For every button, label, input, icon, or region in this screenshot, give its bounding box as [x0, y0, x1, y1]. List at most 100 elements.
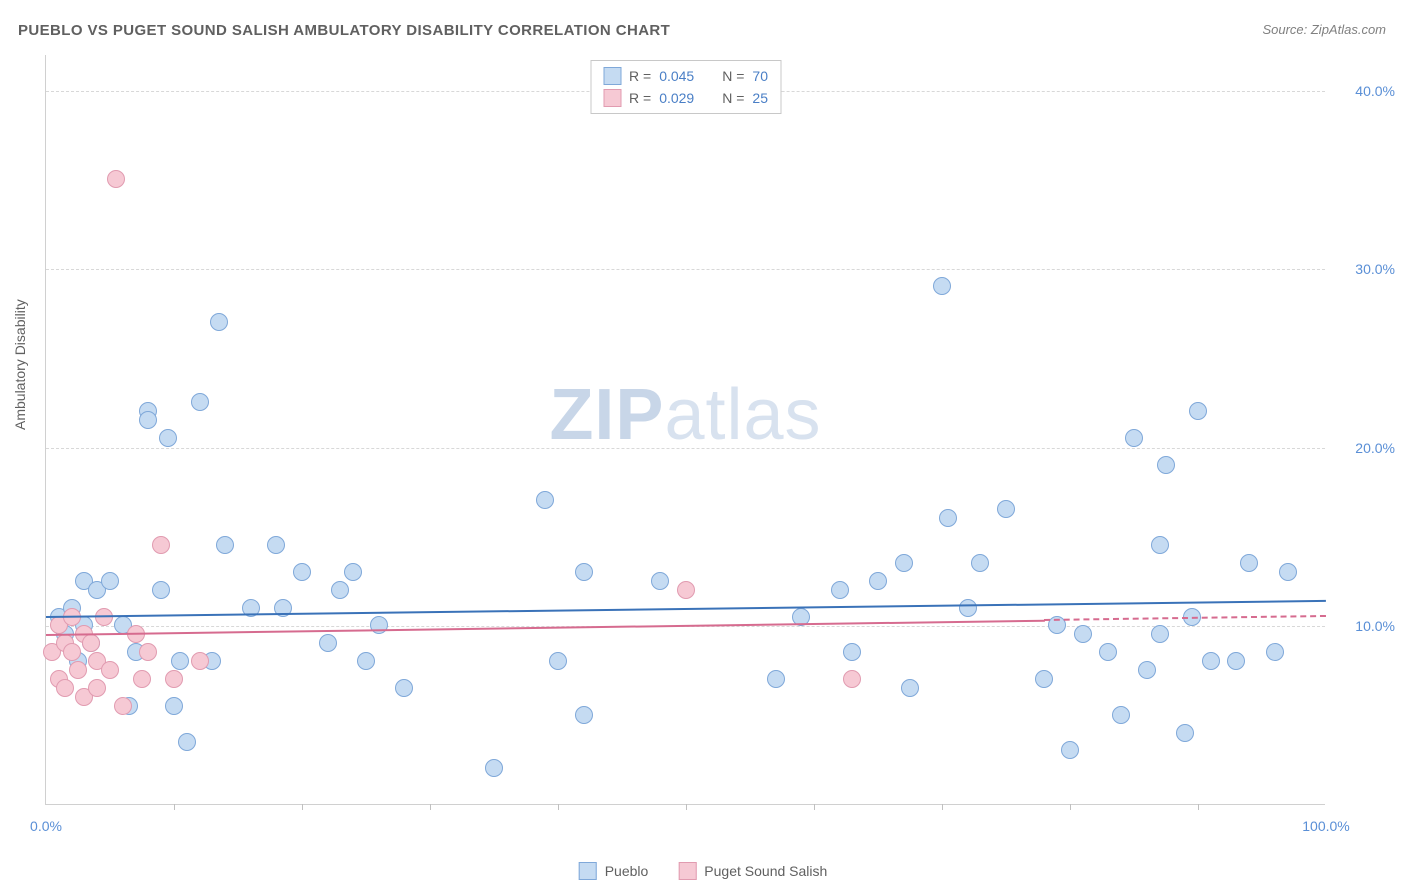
data-point	[549, 652, 567, 670]
data-point	[82, 634, 100, 652]
data-point	[939, 509, 957, 527]
source-attribution: Source: ZipAtlas.com	[1262, 22, 1386, 37]
n-value: 25	[752, 90, 768, 106]
data-point	[191, 652, 209, 670]
data-point	[869, 572, 887, 590]
data-point	[1189, 402, 1207, 420]
data-point	[1035, 670, 1053, 688]
data-point	[895, 554, 913, 572]
legend-swatch	[603, 67, 621, 85]
data-point	[370, 616, 388, 634]
data-point	[395, 679, 413, 697]
n-value: 70	[752, 68, 768, 84]
data-point	[63, 643, 81, 661]
data-point	[1157, 456, 1175, 474]
data-point	[267, 536, 285, 554]
data-point	[171, 652, 189, 670]
legend-label: Pueblo	[605, 863, 649, 879]
data-point	[152, 581, 170, 599]
data-point	[107, 170, 125, 188]
data-point	[293, 563, 311, 581]
data-point	[69, 661, 87, 679]
data-point	[210, 313, 228, 331]
data-point	[165, 670, 183, 688]
data-point	[133, 670, 151, 688]
y-axis-label: Ambulatory Disability	[12, 299, 28, 430]
data-point	[1074, 625, 1092, 643]
gridline	[46, 448, 1325, 449]
data-point	[101, 572, 119, 590]
legend-swatch	[603, 89, 621, 107]
data-point	[843, 670, 861, 688]
data-point	[114, 697, 132, 715]
data-point	[1151, 536, 1169, 554]
data-point	[1279, 563, 1297, 581]
stats-legend: R = 0.045 N = 70 R = 0.029 N = 25	[590, 60, 781, 114]
x-minor-tick	[174, 804, 175, 810]
bottom-legend: Pueblo Puget Sound Salish	[579, 862, 828, 880]
r-label: R =	[629, 68, 651, 84]
data-point	[485, 759, 503, 777]
x-minor-tick	[558, 804, 559, 810]
data-point	[1240, 554, 1258, 572]
data-point	[1266, 643, 1284, 661]
data-point	[1112, 706, 1130, 724]
puget-swatch	[678, 862, 696, 880]
x-minor-tick	[942, 804, 943, 810]
x-minor-tick	[1070, 804, 1071, 810]
x-tick-label: 100.0%	[1302, 818, 1349, 834]
data-point	[933, 277, 951, 295]
data-point	[1099, 643, 1117, 661]
trend-line	[46, 600, 1326, 618]
data-point	[159, 429, 177, 447]
scatter-chart: ZIPatlas 10.0%20.0%30.0%40.0%0.0%100.0%R…	[45, 55, 1325, 805]
data-point	[971, 554, 989, 572]
data-point	[101, 661, 119, 679]
r-label: R =	[629, 90, 651, 106]
pueblo-swatch	[579, 862, 597, 880]
data-point	[536, 491, 554, 509]
data-point	[165, 697, 183, 715]
stats-row: R = 0.029 N = 25	[599, 87, 772, 109]
watermark: ZIPatlas	[549, 374, 821, 456]
data-point	[1151, 625, 1169, 643]
data-point	[575, 563, 593, 581]
x-minor-tick	[302, 804, 303, 810]
data-point	[1138, 661, 1156, 679]
data-point	[1176, 724, 1194, 742]
data-point	[901, 679, 919, 697]
data-point	[677, 581, 695, 599]
data-point	[88, 679, 106, 697]
data-point	[651, 572, 669, 590]
data-point	[997, 500, 1015, 518]
r-value: 0.029	[659, 90, 694, 106]
y-tick-label: 20.0%	[1355, 440, 1395, 456]
data-point	[831, 581, 849, 599]
r-value: 0.045	[659, 68, 694, 84]
data-point	[152, 536, 170, 554]
x-minor-tick	[1198, 804, 1199, 810]
n-label: N =	[722, 68, 744, 84]
data-point	[191, 393, 209, 411]
x-minor-tick	[814, 804, 815, 810]
legend-item-pueblo: Pueblo	[579, 862, 649, 880]
chart-title: PUEBLO VS PUGET SOUND SALISH AMBULATORY …	[18, 22, 670, 39]
data-point	[344, 563, 362, 581]
data-point	[767, 670, 785, 688]
x-tick-label: 0.0%	[30, 818, 62, 834]
data-point	[1125, 429, 1143, 447]
data-point	[1061, 741, 1079, 759]
data-point	[216, 536, 234, 554]
y-tick-label: 10.0%	[1355, 618, 1395, 634]
n-label: N =	[722, 90, 744, 106]
x-minor-tick	[430, 804, 431, 810]
data-point	[959, 599, 977, 617]
data-point	[331, 581, 349, 599]
data-point	[357, 652, 375, 670]
data-point	[319, 634, 337, 652]
data-point	[178, 733, 196, 751]
x-minor-tick	[686, 804, 687, 810]
data-point	[843, 643, 861, 661]
data-point	[1202, 652, 1220, 670]
data-point	[139, 643, 157, 661]
